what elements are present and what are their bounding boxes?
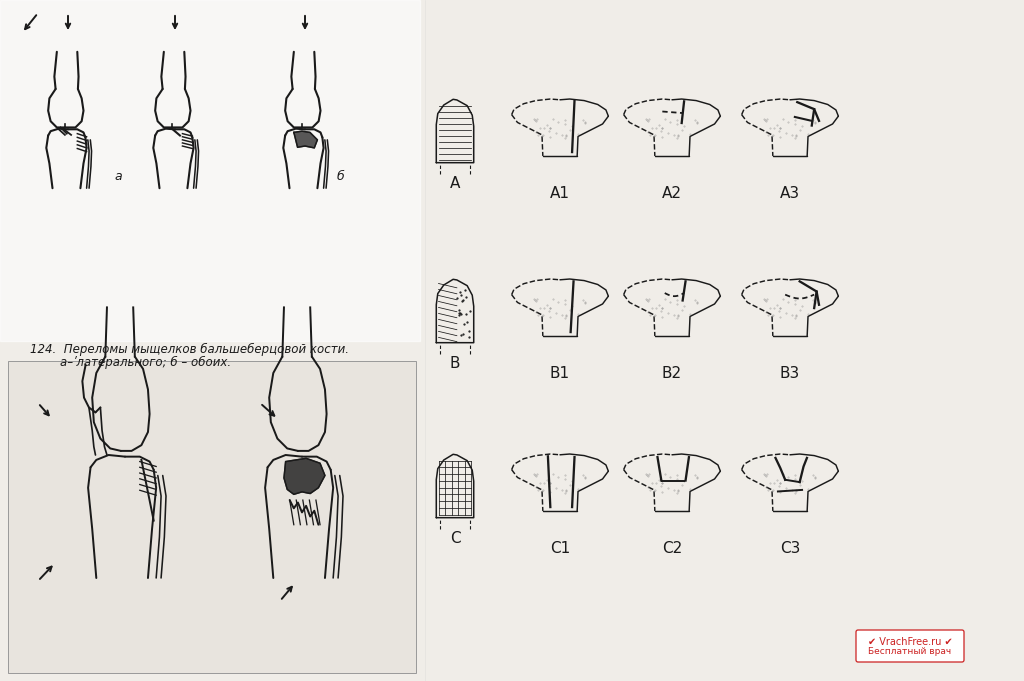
Text: C: C — [450, 531, 461, 546]
Text: A2: A2 — [662, 186, 682, 201]
Text: B: B — [450, 356, 460, 371]
Text: A3: A3 — [780, 186, 800, 201]
Text: б: б — [336, 170, 344, 183]
Text: C1: C1 — [550, 541, 570, 556]
Bar — [0, 0, 420, 341]
Polygon shape — [294, 131, 317, 148]
Text: C2: C2 — [662, 541, 682, 556]
FancyBboxPatch shape — [856, 630, 964, 662]
Text: B2: B2 — [662, 366, 682, 381]
Polygon shape — [284, 458, 325, 494]
Text: а: а — [115, 170, 122, 183]
Text: B1: B1 — [550, 366, 570, 381]
Text: 124.  Переломы мыщелков бальшеберцовой кости.: 124. Переломы мыщелков бальшеберцовой ко… — [30, 343, 349, 356]
Bar — [8, 361, 416, 673]
Text: ✔ VrachFree.ru ✔: ✔ VrachFree.ru ✔ — [867, 637, 952, 647]
Text: C3: C3 — [780, 541, 800, 556]
Text: а–ʹлатерального; б – обоих.: а–ʹлатерального; б – обоих. — [60, 356, 231, 369]
Text: A: A — [450, 176, 460, 191]
Text: A1: A1 — [550, 186, 570, 201]
Text: Бесплатный врач: Бесплатный врач — [868, 648, 951, 656]
Text: B3: B3 — [780, 366, 800, 381]
